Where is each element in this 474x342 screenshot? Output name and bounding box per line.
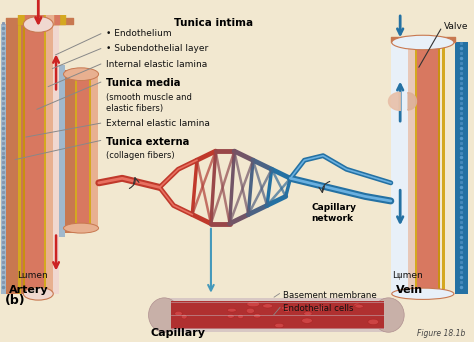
Text: Lumen: Lumen xyxy=(17,271,48,280)
Bar xyxy=(418,42,438,294)
Bar xyxy=(415,42,418,294)
Ellipse shape xyxy=(246,308,255,313)
Bar xyxy=(6,24,59,294)
Ellipse shape xyxy=(23,287,53,300)
Text: Tunica intima: Tunica intima xyxy=(173,17,253,28)
Text: Tunica media: Tunica media xyxy=(106,78,180,88)
Ellipse shape xyxy=(304,312,312,316)
Ellipse shape xyxy=(355,304,364,308)
Text: (collagen fibers): (collagen fibers) xyxy=(106,151,174,160)
Ellipse shape xyxy=(253,314,261,318)
Bar xyxy=(455,42,468,294)
Bar xyxy=(25,24,44,294)
Ellipse shape xyxy=(263,304,273,308)
Bar xyxy=(442,42,445,294)
Text: External elastic lamina: External elastic lamina xyxy=(106,119,210,129)
Ellipse shape xyxy=(373,298,404,332)
Text: Capillary: Capillary xyxy=(151,328,206,338)
Ellipse shape xyxy=(64,68,99,80)
Ellipse shape xyxy=(368,319,379,325)
Text: (smooth muscle and
elastic fibers): (smooth muscle and elastic fibers) xyxy=(106,93,191,113)
Bar xyxy=(171,301,384,329)
Ellipse shape xyxy=(227,314,234,318)
Text: Basement membrane: Basement membrane xyxy=(283,291,377,300)
Text: Endothelial cells: Endothelial cells xyxy=(283,304,354,313)
Polygon shape xyxy=(389,92,400,110)
Text: Internal elastic lamina: Internal elastic lamina xyxy=(106,60,207,69)
Text: Artery: Artery xyxy=(9,285,49,295)
Bar xyxy=(391,42,408,294)
Bar xyxy=(44,24,46,294)
Ellipse shape xyxy=(282,306,290,310)
Bar xyxy=(46,24,53,294)
Ellipse shape xyxy=(392,288,454,300)
Bar xyxy=(18,24,21,294)
Ellipse shape xyxy=(237,314,244,318)
Bar xyxy=(77,74,89,228)
Bar xyxy=(0,24,6,294)
Bar xyxy=(391,42,440,294)
Ellipse shape xyxy=(64,223,99,233)
Bar xyxy=(53,24,59,294)
Ellipse shape xyxy=(247,301,260,307)
Bar xyxy=(59,65,65,237)
Bar xyxy=(164,298,389,332)
Bar xyxy=(89,74,91,228)
Bar xyxy=(59,65,65,237)
Bar xyxy=(438,42,440,294)
Polygon shape xyxy=(408,92,417,110)
Text: Figure 18.1b: Figure 18.1b xyxy=(417,329,465,338)
Bar xyxy=(91,74,98,228)
Text: (b): (b) xyxy=(4,294,25,307)
Bar xyxy=(65,70,82,233)
Ellipse shape xyxy=(354,303,360,307)
Ellipse shape xyxy=(283,307,291,312)
Ellipse shape xyxy=(301,318,312,323)
Bar xyxy=(408,42,415,294)
Text: Capillary
network: Capillary network xyxy=(311,203,356,223)
Ellipse shape xyxy=(23,16,53,32)
Ellipse shape xyxy=(228,308,237,312)
Text: Vein: Vein xyxy=(395,285,423,295)
Text: • Subendothelial layer: • Subendothelial layer xyxy=(106,44,208,53)
Bar xyxy=(23,24,25,294)
Text: Lumen: Lumen xyxy=(392,271,423,280)
Ellipse shape xyxy=(314,306,324,312)
Text: Valve: Valve xyxy=(444,22,468,31)
Ellipse shape xyxy=(181,314,187,319)
Bar xyxy=(74,74,77,228)
Ellipse shape xyxy=(148,298,180,332)
Text: • Endothelium: • Endothelium xyxy=(106,29,172,38)
Ellipse shape xyxy=(392,35,454,50)
Ellipse shape xyxy=(274,323,284,328)
Ellipse shape xyxy=(175,311,182,316)
Text: Tunica externa: Tunica externa xyxy=(106,137,189,147)
